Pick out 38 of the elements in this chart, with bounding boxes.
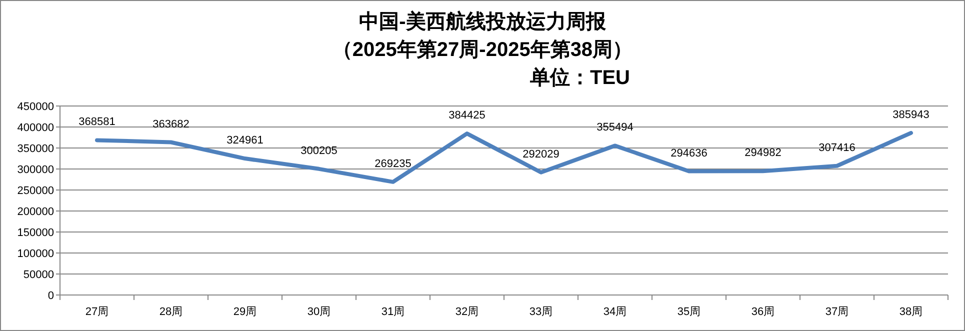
- y-tick-label: 250000: [17, 185, 54, 197]
- x-tick-label: 27周: [85, 306, 109, 318]
- x-tick-label: 28周: [159, 306, 183, 318]
- chart-title: 中国-美西航线投放运力周报: [359, 10, 607, 33]
- data-label: 307416: [818, 142, 856, 154]
- x-tick-label: 36周: [751, 306, 775, 318]
- data-label: 384425: [448, 110, 486, 122]
- x-tick-label: 30周: [307, 306, 331, 318]
- x-tick-label: 37周: [825, 306, 849, 318]
- data-label: 368581: [78, 116, 116, 128]
- data-label: 355494: [596, 122, 634, 134]
- y-tick-label: 450000: [17, 101, 54, 113]
- data-label: 292029: [522, 148, 560, 160]
- data-label: 385943: [892, 108, 930, 121]
- x-tick-label: 31周: [381, 306, 405, 318]
- x-tick-label: 33周: [529, 306, 553, 318]
- data-label: 294636: [670, 147, 708, 160]
- x-tick-label: 29周: [233, 306, 257, 318]
- chart-subtitle: （2025年第27周-2025年第38周）: [332, 39, 633, 61]
- y-tick-label: 100000: [17, 248, 54, 260]
- y-tick-label: 300000: [17, 164, 54, 176]
- x-tick-label: 35周: [677, 306, 701, 318]
- y-tick-label: 400000: [17, 122, 54, 134]
- y-tick-label: 150000: [17, 227, 54, 239]
- x-tick-label: 34周: [603, 306, 627, 318]
- data-label: 324961: [226, 134, 264, 147]
- x-tick-label: 32周: [455, 306, 479, 318]
- text: 单位：TEU: [530, 67, 630, 89]
- data-label: 300205: [300, 144, 338, 157]
- y-tick-label: 50000: [23, 269, 54, 281]
- data-label: 269235: [374, 158, 412, 170]
- line-series: [95, 130, 913, 184]
- data-label: 363682: [152, 118, 190, 130]
- y-tick-label: 0: [48, 290, 54, 302]
- data-label: 294982: [744, 147, 782, 160]
- y-tick-label: 200000: [17, 206, 54, 218]
- x-tick-label: 38周: [899, 306, 923, 318]
- y-tick-label: 350000: [17, 143, 54, 155]
